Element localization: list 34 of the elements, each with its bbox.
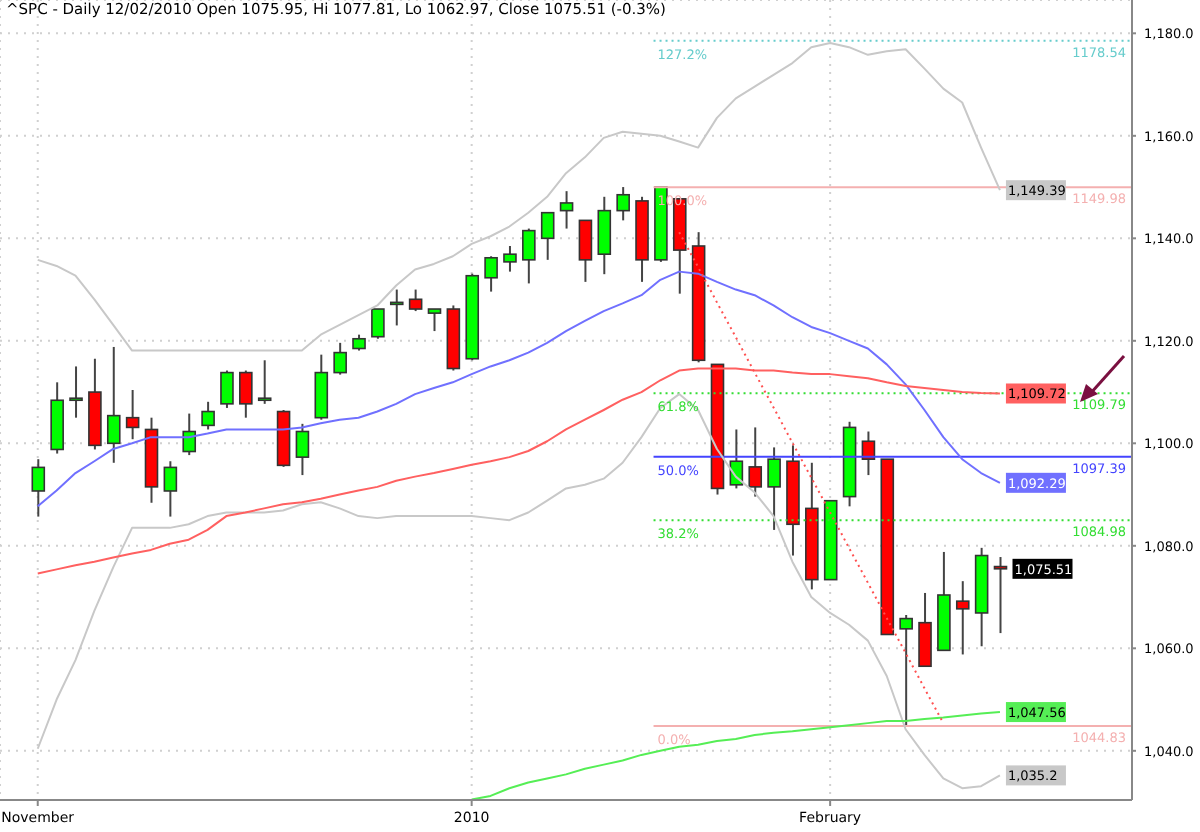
candlestick [389, 288, 404, 327]
candlestick [616, 186, 630, 222]
candlestick [578, 219, 593, 283]
candlestick [767, 446, 781, 531]
candlestick [955, 580, 970, 656]
candlestick [201, 400, 215, 431]
candlestick [408, 288, 423, 313]
candlestick [163, 460, 178, 518]
candlestick [125, 389, 140, 441]
candlestick [314, 353, 329, 421]
candlestick [427, 308, 442, 333]
candlestick [371, 308, 385, 340]
candlestick [918, 591, 932, 668]
candlestick [333, 341, 347, 376]
candlestick [239, 369, 253, 419]
candlestick [748, 426, 763, 498]
candlestick [295, 422, 310, 477]
candlestick [503, 245, 517, 273]
candlestick [993, 556, 1008, 635]
line-series [470, 711, 1001, 800]
candlestick [484, 255, 498, 293]
candlestick [106, 345, 121, 464]
candlestick [69, 365, 83, 419]
line-series [36, 270, 1001, 508]
candlestick [540, 211, 555, 261]
candlestick [257, 359, 272, 405]
candlestick [522, 227, 536, 285]
candlestick [220, 369, 234, 409]
line-series [36, 367, 1001, 575]
candlestick [899, 613, 913, 727]
candlestick [31, 458, 46, 518]
candlestick [559, 190, 574, 230]
candlestick [182, 412, 197, 457]
candlestick [597, 195, 612, 276]
